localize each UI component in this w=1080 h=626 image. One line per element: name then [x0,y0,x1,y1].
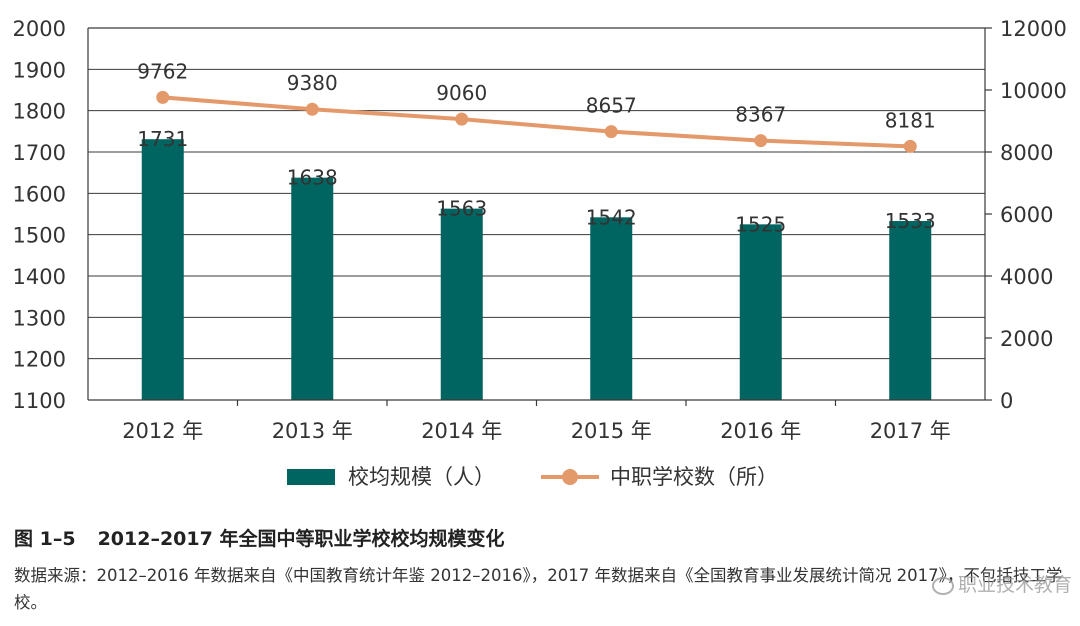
right-tick-label: 8000 [1000,141,1053,165]
gridlines [88,27,985,401]
left-tick-label: 1200 [13,348,66,372]
bar [291,177,334,400]
right-tick-label: 0 [1000,389,1013,413]
line-data-label: 8181 [885,108,936,132]
line-point [903,139,917,153]
bar [141,139,184,401]
legend-swatch-bar [287,469,335,485]
left-tick-label: 1500 [13,224,66,248]
legend-label-line: 中职学校数（所） [610,465,778,489]
line-point [305,102,319,116]
right-tick-label: 10000 [1000,79,1067,103]
line-point [604,125,618,139]
left-tick-label: 1100 [13,389,66,413]
figure-caption: 图 1–5 2012–2017 年全国中等职业学校校均规模变化 [14,524,504,551]
left-tick-label: 1700 [13,141,66,165]
bar [440,208,483,400]
figure-number: 图 1–5 [14,528,76,550]
bar-series: 1731 1638 1563 1542 1525 1533 [137,127,936,401]
legend: 校均规模（人） 中职学校数（所） [287,465,778,489]
right-tick-label: 6000 [1000,203,1053,227]
x-tick-label: 2012 年 [122,419,203,443]
left-tick-label: 1600 [13,182,66,206]
bar [889,221,932,400]
series-line [162,95,911,149]
x-tick-label: 2015 年 [571,419,652,443]
right-tick-label: 12000 [1000,17,1067,41]
combo-chart: 1731 1638 1563 1542 1525 1533 9762 9380 9060 865… [13,17,1067,489]
bar [739,224,782,400]
left-tick-label: 1900 [13,58,66,82]
axes: 1100 1200 1300 1400 1500 1600 1700 1800 1900 2000… [13,17,1067,443]
bar-data-label: 1638 [287,166,338,190]
x-tick-label: 2014 年 [421,419,502,443]
legend-label-bar: 校均规模（人） [348,465,495,489]
x-tick-label: 2016 年 [720,419,801,443]
right-tick-label: 4000 [1000,265,1053,289]
x-tick-label: 2017 年 [870,419,951,443]
bar-data-label: 1542 [586,205,637,229]
bar-data-label: 1563 [436,197,487,221]
line-data-label: 9060 [436,81,487,105]
left-tick-label: 1800 [13,100,66,124]
bar-data-label: 1731 [137,127,188,151]
watermark-text: 职业技术教育 [957,574,1072,596]
line-point [156,90,170,104]
x-tick-label: 2013 年 [272,419,353,443]
line-series: 9762 9380 9060 8657 8367 8181 [137,59,936,153]
bar [590,217,633,400]
line-data-label: 9380 [287,71,338,95]
left-tick-label: 1400 [13,265,66,289]
line-point [455,112,469,126]
line-data-label: 8367 [735,103,786,127]
line-data-label: 8657 [586,94,637,118]
line-point [754,134,768,148]
source-note: 数据来源：2012–2016 年数据来自《中国教育统计年鉴 2012–2016》… [14,566,1063,612]
figure-title: 2012–2017 年全国中等职业学校校均规模变化 [97,528,505,550]
left-tick-label: 2000 [13,17,66,41]
wechat-icon [931,576,954,595]
right-tick-label: 2000 [1000,327,1053,351]
bar-data-label: 1525 [735,212,786,236]
left-tick-label: 1300 [13,306,66,330]
bar-data-label: 1533 [885,209,936,233]
line-data-label: 9762 [137,59,188,83]
watermark: 职业技术教育 [931,570,1072,597]
legend-swatch-marker [562,469,578,485]
